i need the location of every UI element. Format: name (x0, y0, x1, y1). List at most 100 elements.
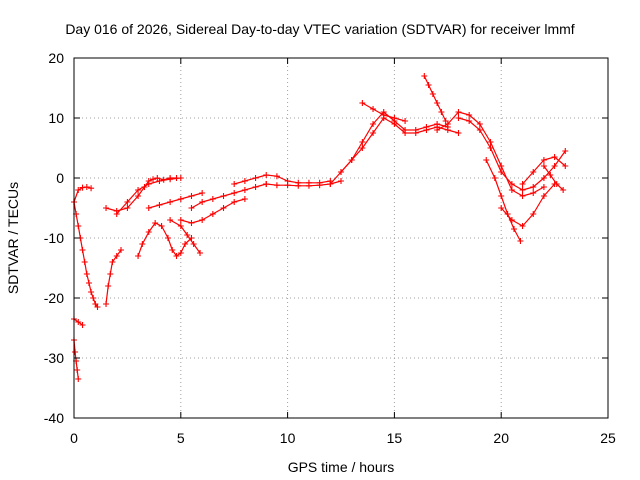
y-tick-label: 0 (56, 170, 64, 186)
data-point (135, 253, 142, 259)
data-point (74, 367, 81, 373)
y-tick-label: 20 (48, 50, 64, 66)
series-arc-p (338, 115, 462, 175)
data-point (263, 181, 270, 187)
data-point (220, 205, 227, 211)
series-arc-k (177, 196, 248, 226)
data-point (380, 112, 387, 118)
data-point (81, 259, 88, 265)
data-point (199, 199, 206, 205)
data-point (169, 247, 176, 253)
series-arc-s (434, 109, 547, 199)
series-arc-t (455, 115, 569, 193)
data-point (188, 205, 195, 211)
data-point (438, 109, 445, 115)
chart-title: Day 016 of 2026, Sidereal Day-to-day VTE… (65, 21, 574, 37)
y-tick-label: 10 (48, 110, 64, 126)
data-point (455, 130, 462, 136)
data-point (156, 178, 163, 184)
data-point (124, 205, 131, 211)
data-point (72, 349, 79, 355)
data-point (466, 118, 473, 124)
data-point (231, 199, 238, 205)
data-point (425, 82, 432, 88)
series-line (73, 201, 99, 308)
data-point (75, 319, 82, 325)
data-point (231, 190, 238, 196)
data-point (177, 223, 184, 229)
data-point (135, 187, 142, 193)
data-point (530, 190, 537, 196)
y-tick-label: -20 (44, 290, 64, 306)
data-point (551, 163, 558, 169)
data-point (553, 181, 560, 187)
grid (74, 58, 608, 418)
x-tick-label: 15 (387, 430, 403, 446)
data-point (487, 145, 494, 151)
data-point (139, 241, 146, 247)
data-point (359, 145, 366, 151)
data-point (85, 280, 92, 286)
series-line (500, 183, 556, 227)
series-arc-h (135, 220, 195, 259)
data-point (547, 172, 554, 178)
data-point (562, 148, 569, 154)
series-line (233, 174, 331, 185)
data-point (359, 100, 366, 106)
series-line (543, 165, 564, 191)
data-point (423, 127, 430, 133)
data-point (75, 223, 82, 229)
x-axis: 0 5 10 15 20 25 (70, 58, 616, 446)
data-point (444, 127, 451, 133)
series-arc-v (498, 181, 558, 229)
y-tick-label: -30 (44, 350, 64, 366)
data-point (391, 121, 398, 127)
series-arc-r (421, 73, 449, 124)
series-arc-u (483, 157, 524, 244)
data-point (455, 109, 462, 115)
data-point (455, 115, 462, 121)
series-line (436, 111, 545, 197)
data-point (498, 163, 505, 169)
data-point (252, 175, 259, 181)
data-point (551, 154, 558, 160)
data-point (79, 322, 86, 328)
data-point (105, 283, 112, 289)
data-point (519, 181, 526, 187)
data-point (135, 193, 142, 199)
data-point (197, 250, 204, 256)
data-point (540, 175, 547, 181)
series-line (105, 177, 178, 212)
data-point (109, 259, 116, 265)
data-point (88, 185, 95, 192)
data-point (117, 247, 124, 253)
series-arc-q (359, 100, 409, 124)
series-arc-i (145, 190, 206, 211)
data-point (508, 187, 515, 193)
series-line (485, 159, 522, 242)
data-point (316, 182, 323, 189)
series-arc-a (71, 199, 101, 310)
data-point (434, 100, 441, 106)
data-point (167, 199, 174, 205)
data-point (519, 193, 526, 199)
data-point (412, 130, 419, 136)
data-point (305, 182, 312, 189)
data-point (209, 196, 216, 202)
data-point (444, 121, 451, 127)
data-point (466, 112, 473, 118)
series-arc-j (167, 217, 204, 256)
data-point (519, 223, 526, 229)
data-point (498, 169, 505, 175)
data-point (79, 184, 86, 191)
data-point (402, 130, 409, 136)
series-line (105, 249, 122, 305)
data-point (359, 139, 366, 145)
series-line (457, 117, 566, 191)
data-point (167, 176, 174, 183)
data-point (75, 187, 82, 193)
data-point (338, 178, 344, 184)
series-arc-l (188, 181, 270, 211)
data-point (476, 127, 483, 133)
